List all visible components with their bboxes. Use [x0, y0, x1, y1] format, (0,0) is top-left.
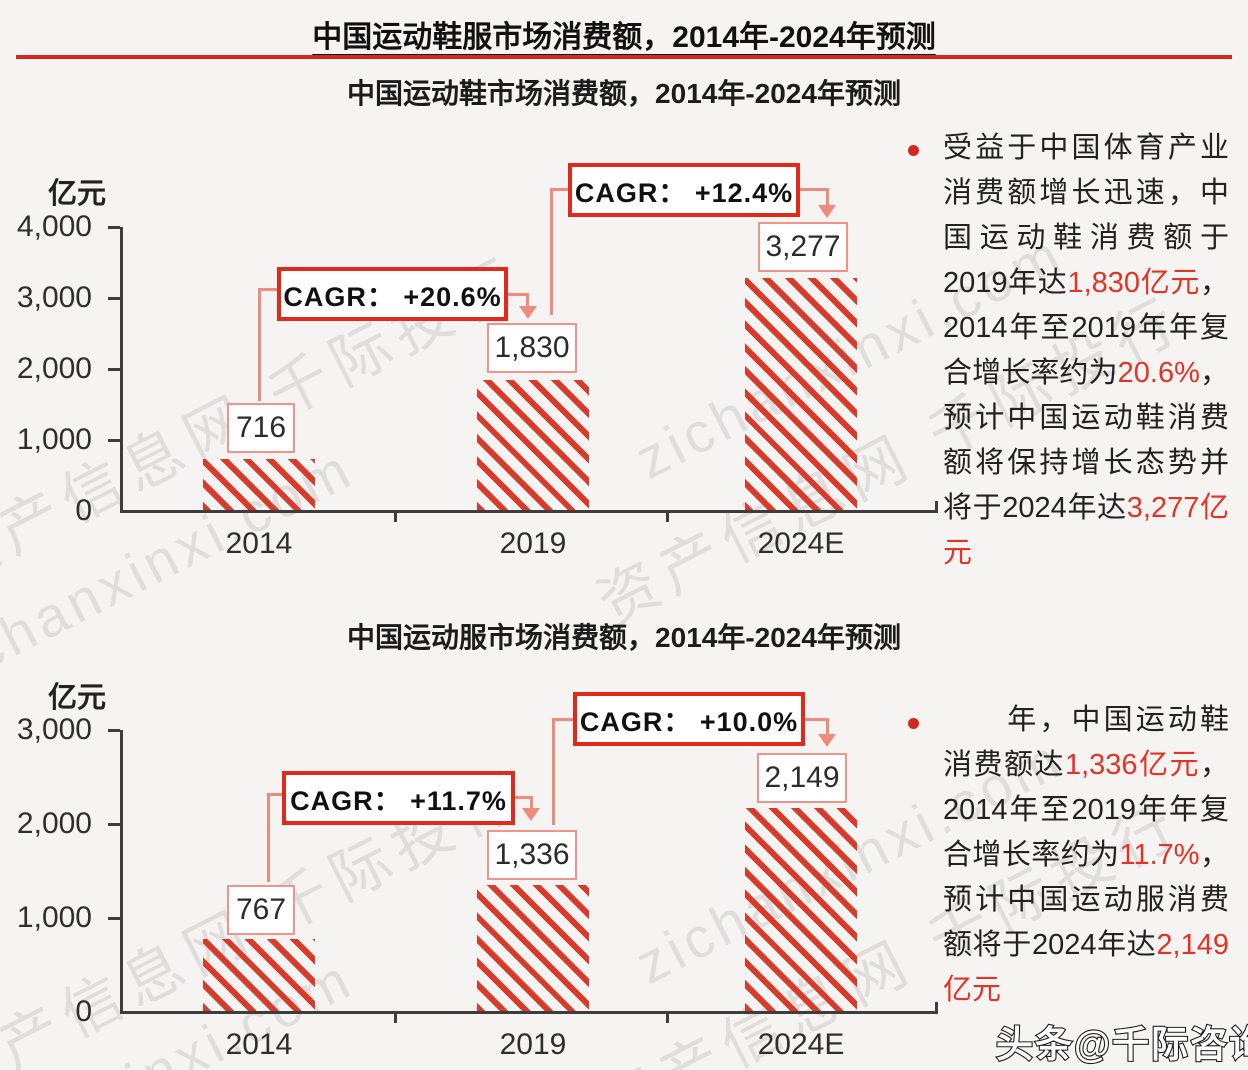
chart1-y-tick-label: 4,000 — [16, 210, 92, 243]
note2-seg-highlight: 1,336亿元 — [1064, 749, 1200, 781]
chart2-cagr2-connector — [552, 718, 574, 721]
chart1-value-2024e: 3,277 — [758, 222, 848, 272]
chart2-cagr1-arrow-line — [530, 796, 533, 810]
chart1-bar-2024e — [745, 278, 857, 510]
chart2-y-axis — [120, 730, 123, 1012]
chart2-cagr1-box: CAGR： +11.7% — [282, 771, 515, 825]
chart2-cagr1-connector — [267, 793, 283, 796]
chart2-bar-2024e — [745, 808, 857, 1011]
chart2-title: 中国运动服市场消费额，2014年-2024年预测 — [347, 622, 901, 653]
note2-seg: ，2014年至2019年年复合增长率约为 — [943, 749, 1229, 871]
note2-seg: 年，中国运动鞋消费额达 — [943, 704, 1229, 781]
chart2-y-tick — [108, 729, 120, 732]
chart1-value-2019: 1,830 — [487, 323, 577, 373]
title-divider-rule — [16, 55, 1232, 59]
chart1-cagr1-arrow-line — [508, 293, 529, 296]
note2-text: 年，中国运动鞋消费额达1,336亿元，2014年至2019年年复合增长率约为11… — [943, 698, 1229, 1013]
note1-seg-highlight: 3,277亿元 — [943, 492, 1230, 569]
chart2-y-tick-label: 0 — [75, 995, 92, 1028]
note1-seg: ，预计中国运动鞋消费额将保持增长态势并将于2024年达 — [943, 357, 1229, 524]
chart1-cagr1-connector — [258, 288, 261, 401]
chart2-y-tick-label: 1,000 — [16, 901, 92, 934]
note2-seg-highlight: 2,149亿元 — [943, 929, 1229, 1006]
chart2-cagr2-box: CAGR： +10.0% — [573, 692, 805, 746]
chart1-cagr1-arrow-line — [526, 293, 529, 308]
chart2-cagr2-arrow-line — [805, 718, 829, 721]
note2-seg-highlight: 11.7% — [1119, 839, 1200, 871]
chart1-y-tick-label: 3,000 — [16, 281, 92, 314]
chart1-cagr2-box: CAGR： +12.4% — [568, 163, 800, 217]
chart2-y-tick-label: 2,000 — [16, 807, 92, 840]
chart2-y-tick — [108, 917, 120, 920]
chart1-y-tick — [108, 226, 120, 229]
chart1-title: 中国运动鞋市场消费额，2014年-2024年预测 — [347, 78, 901, 109]
chart1-y-tick-label: 1,000 — [16, 423, 92, 456]
chart1-cagr1-box: CAGR： +20.6% — [277, 267, 508, 321]
chart2-cagr1-arrow-line — [515, 796, 533, 799]
chart2-x-label-2019: 2019 — [499, 1028, 567, 1061]
note1-seg: ，2014年至2019年年复合增长率约为 — [943, 267, 1230, 389]
chart2-cagr2-arrow-line — [826, 718, 829, 736]
chart2-value-2024e: 2,149 — [757, 753, 847, 803]
chart1-bar-2019 — [477, 380, 589, 510]
chart2-y-tick — [108, 823, 120, 826]
chart1-x-label-2019: 2019 — [499, 527, 567, 560]
chart2-cagr2-connector — [552, 718, 555, 825]
chart2-y-unit-label: 亿元 — [48, 682, 107, 714]
chart2-x-axis — [120, 1011, 938, 1014]
chart2-value-2019: 1,336 — [487, 830, 577, 880]
chart2-bar-2019 — [477, 885, 589, 1011]
chart1-cagr2-connector — [550, 188, 569, 191]
chart1-x-axis — [120, 510, 938, 513]
chart1-y-unit-label: 亿元 — [48, 178, 107, 210]
chart2-y-tick-label: 3,000 — [16, 713, 92, 746]
chart1-x-label-2024e: 2024E — [757, 527, 845, 560]
chart2-x-axis-end-tick — [935, 1002, 938, 1012]
chart1-bar-2014 — [203, 459, 315, 510]
note1-seg-highlight: 20.6% — [1117, 357, 1200, 389]
chart2-x-label-2014: 2014 — [225, 1028, 293, 1061]
chart1-x-label-2014: 2014 — [225, 527, 293, 560]
chart1-value-2014: 716 — [227, 403, 295, 453]
chart1-x-axis-end-tick — [935, 501, 938, 511]
note2-seg: ，预计中国运动服消费额将于2024年达 — [943, 839, 1229, 961]
brand-watermark: 头条@千际咨询 — [995, 1023, 1248, 1066]
note1-seg-highlight: 1,830亿元 — [1067, 267, 1200, 299]
chart2-value-2014: 767 — [227, 885, 295, 935]
chart1-cagr1-connector — [258, 288, 278, 291]
chart2-cagr2-arrowhead-icon — [818, 734, 836, 747]
chart1-y-tick-label: 2,000 — [16, 352, 92, 385]
note2-bullet-icon — [908, 718, 919, 729]
chart1-y-tick-label: 0 — [75, 494, 92, 527]
chart1-x-tick — [394, 513, 397, 522]
chart2-cagr1-connector — [267, 793, 270, 882]
chart2-cagr1-arrowhead-icon — [522, 808, 540, 821]
chart1-cagr2-connector — [550, 188, 553, 315]
note1-text: 受益于中国体育产业消费额增长迅速，中国运动鞋消费额于2019年达1,830亿元，… — [943, 126, 1229, 576]
chart1-y-tick — [108, 297, 120, 300]
chart2-x-tick — [394, 1014, 397, 1023]
chart1-y-tick — [108, 439, 120, 442]
page-title: 中国运动鞋服市场消费额，2014年-2024年预测 — [312, 21, 936, 54]
chart1-cagr2-arrow-line — [800, 188, 829, 191]
chart2-x-label-2024e: 2024E — [757, 1028, 845, 1061]
chart1-y-axis — [120, 227, 123, 512]
note1-bullet-icon — [908, 145, 919, 156]
chart1-y-tick — [108, 368, 120, 371]
chart1-cagr1-arrowhead-icon — [519, 306, 537, 319]
chart1-cagr2-arrowhead-icon — [818, 205, 836, 218]
chart1-x-tick — [666, 513, 669, 522]
chart2-x-tick — [666, 1014, 669, 1023]
chart2-bar-2014 — [203, 939, 315, 1011]
note1-seg: 受益于中国体育产业消费额增长迅速，中国运动鞋消费额于2019年达 — [943, 132, 1229, 299]
chart1-cagr2-arrow-line — [826, 188, 829, 207]
